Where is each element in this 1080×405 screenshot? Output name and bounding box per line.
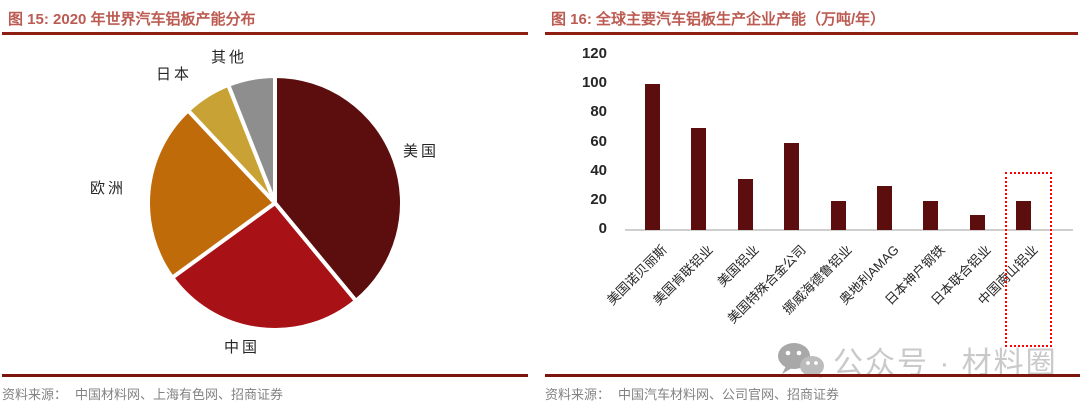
y-tick-60: 60 — [590, 132, 607, 150]
highlight-box — [1005, 172, 1052, 347]
bar-美国诺贝丽斯 — [645, 84, 660, 230]
y-tick-20: 20 — [590, 190, 607, 208]
y-tick-40: 40 — [590, 161, 607, 179]
pie-slice-中国 — [170, 201, 358, 332]
bar-奥地利AMAG — [877, 186, 892, 230]
y-tick-0: 0 — [598, 220, 607, 237]
pie-slice-其他 — [226, 74, 277, 205]
bar-挪威海德鲁铝业 — [830, 200, 846, 230]
figure-16-panel: 图 16: 全球主要汽车铝板生产企业产能（万吨/年） 0 20 40 60 80 100 1… — [540, 0, 1080, 405]
figure-15-panel: 图 15: 2020 年世界汽车铝板产能分布 资料来源： 中国材料网、上海有色网… — [2, 0, 528, 403]
figure-15-title: 图 15: 2020 年世界汽车铝板产能分布 — [2, 0, 528, 35]
wechat-icon — [778, 343, 824, 378]
pie-label-中国: 中国 — [224, 339, 261, 356]
pie-label-美国: 美国 — [403, 143, 440, 160]
source-text: 中国汽车材料网、公司官网、招商证券 — [618, 387, 840, 402]
bar-美国肯联铝业 — [691, 127, 707, 230]
x-axis-line — [625, 229, 1073, 231]
bar-日本联合铝业 — [969, 215, 985, 230]
pie-slice-美国 — [273, 74, 404, 303]
bar-中国南山铝业 — [1016, 200, 1032, 230]
source-label: 资料来源： — [545, 387, 611, 402]
bar-美国特殊合金公司 — [784, 142, 800, 230]
y-tick-80: 80 — [590, 103, 607, 121]
y-tick-100: 100 — [581, 74, 607, 92]
source-label: 资料来源： — [2, 387, 68, 402]
figure-16-title: 图 16: 全球主要汽车铝板生产企业产能（万吨/年） — [545, 0, 1078, 35]
pie-label-其他: 其他 — [211, 49, 248, 66]
pie-label-欧洲: 欧洲 — [90, 180, 127, 197]
figure-15-source: 资料来源： 中国材料网、上海有色网、招商证券 — [2, 374, 528, 403]
bar-日本神户钢铁 — [923, 200, 939, 230]
y-tick-120: 120 — [581, 45, 607, 62]
pie-chart — [146, 74, 404, 332]
pie-slice-欧洲 — [146, 108, 277, 280]
pie-label-日本: 日本 — [156, 66, 193, 83]
source-text: 中国材料网、上海有色网、招商证券 — [75, 387, 284, 402]
figure-16-source: 资料来源： 中国汽车材料网、公司官网、招商证券 — [545, 374, 1080, 403]
bar-美国铝业 — [737, 178, 753, 230]
bar-chart: 0 20 40 60 80 100 120 美国诺贝丽斯 美国肯联铝业 美国铝业 美国特殊合金公司挪… — [540, 0, 1080, 405]
